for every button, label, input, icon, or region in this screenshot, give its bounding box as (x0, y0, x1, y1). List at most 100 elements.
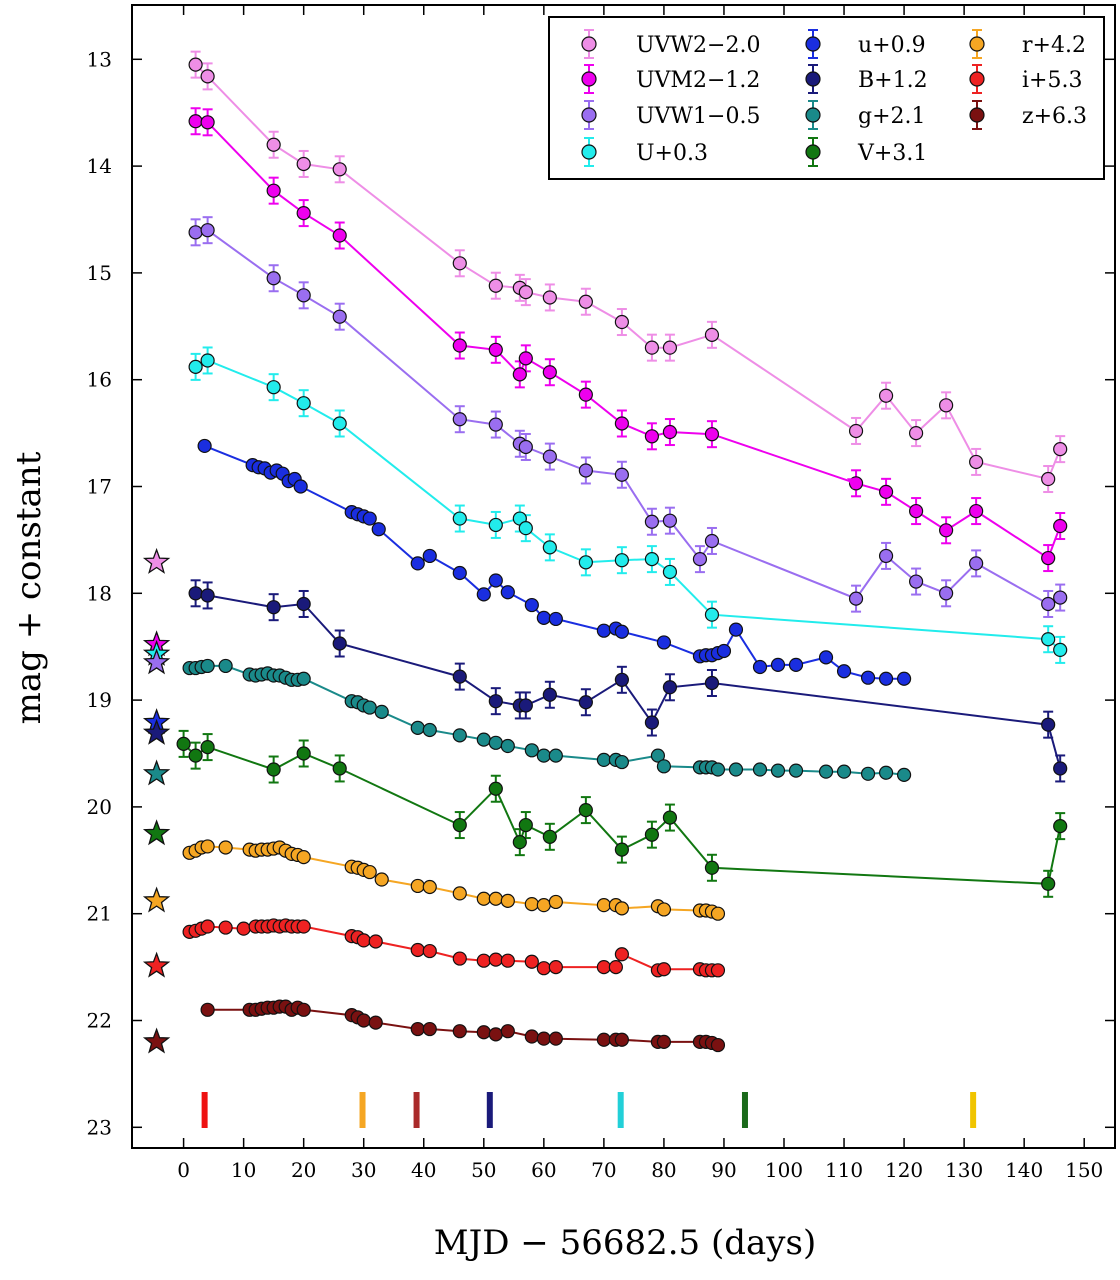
data-point (662, 810, 678, 825)
legend-label: r+4.2 (1022, 33, 1086, 58)
data-point (939, 586, 954, 601)
data-point (704, 860, 720, 875)
legend-marker (969, 107, 985, 123)
data-point (710, 963, 726, 978)
legend-label: z+6.3 (1022, 104, 1087, 129)
data-point (1041, 471, 1056, 487)
data-point (896, 767, 912, 782)
data-point (422, 1021, 437, 1037)
data-point (518, 439, 533, 455)
marker-bar (970, 1092, 977, 1128)
marker-bar (413, 1092, 420, 1128)
data-point (296, 156, 311, 172)
data-point (860, 670, 876, 685)
data-point (332, 309, 347, 324)
data-point (332, 416, 347, 431)
data-point (488, 891, 503, 906)
x-tick-label: 70 (591, 1158, 616, 1182)
legend-marker (805, 144, 821, 160)
y-tick-label: 23 (87, 1115, 112, 1139)
data-point (452, 565, 467, 581)
data-point (200, 353, 215, 368)
data-point (548, 611, 563, 627)
data-point (1041, 596, 1056, 612)
data-point (1053, 819, 1068, 834)
data-point (452, 817, 467, 833)
data-point (518, 285, 533, 300)
legend-marker (581, 144, 597, 160)
data-point (848, 423, 864, 439)
data-point (578, 695, 593, 710)
data-point (524, 743, 539, 758)
data-point (200, 1002, 215, 1017)
data-point (1053, 442, 1068, 457)
data-point (266, 380, 281, 395)
data-point (452, 511, 467, 526)
data-point (518, 351, 533, 366)
reference-stars (142, 547, 171, 1054)
data-point (422, 943, 437, 959)
data-point (524, 954, 539, 969)
marker-bars (201, 1092, 977, 1128)
legend-box (548, 16, 1105, 180)
x-tick-label: 30 (351, 1158, 376, 1182)
data-point (614, 754, 629, 770)
data-point (656, 759, 672, 774)
x-tick-label: 80 (651, 1158, 676, 1182)
legend-label: U+0.3 (636, 141, 708, 166)
data-point (296, 396, 311, 411)
data-point (644, 715, 660, 730)
data-point (296, 671, 311, 686)
data-point (296, 919, 311, 934)
data-point (548, 748, 563, 763)
data-point (188, 586, 203, 601)
series-line (195, 120, 1062, 560)
x-tick-label: 150 (1065, 1158, 1103, 1182)
y-tick-label: 15 (87, 261, 112, 285)
x-tick-label: 140 (1005, 1158, 1043, 1182)
x-tick-label: 20 (291, 1158, 316, 1182)
data-point (770, 657, 786, 672)
data-point (716, 643, 732, 659)
data-point (488, 342, 503, 357)
data-point (908, 426, 924, 441)
data-point (818, 650, 834, 665)
data-point (332, 761, 347, 776)
data-point (356, 1013, 371, 1028)
x-tick-label: 50 (471, 1158, 496, 1182)
legend-label: u+0.9 (858, 33, 926, 58)
data-point (704, 427, 720, 442)
series-line (182, 743, 1062, 885)
y-tick-label: 18 (87, 581, 112, 605)
plot-frame (131, 4, 1116, 1149)
data-point (578, 555, 593, 570)
data-point (197, 438, 212, 454)
data-point (1041, 717, 1056, 732)
data-point (296, 288, 311, 303)
data-point (332, 228, 347, 243)
data-point (524, 597, 539, 613)
x-tick-label: 10 (231, 1158, 256, 1182)
data-point (614, 624, 629, 639)
data-point (476, 587, 491, 602)
reference-star (142, 1027, 171, 1054)
data-point (578, 387, 593, 402)
data-point (770, 763, 786, 778)
data-point (512, 835, 527, 850)
data-point (488, 1027, 503, 1042)
x-tick-label: 0 (177, 1158, 190, 1182)
data-point (969, 454, 984, 470)
legend: UVW2−2.0 UVM2−1.2 UVW1−0.5 U+0.3 u+0.9 B+1.2 g… (548, 16, 1105, 180)
data-point (752, 762, 768, 777)
data-point (728, 762, 744, 777)
data-point (266, 600, 281, 615)
data-point (188, 57, 203, 72)
data-point (500, 1024, 515, 1039)
data-point (218, 658, 233, 674)
data-point (614, 553, 629, 568)
data-point (596, 898, 611, 913)
data-point (452, 1024, 467, 1039)
data-point (710, 1037, 726, 1053)
legend-label: UVW1−0.5 (636, 104, 760, 129)
